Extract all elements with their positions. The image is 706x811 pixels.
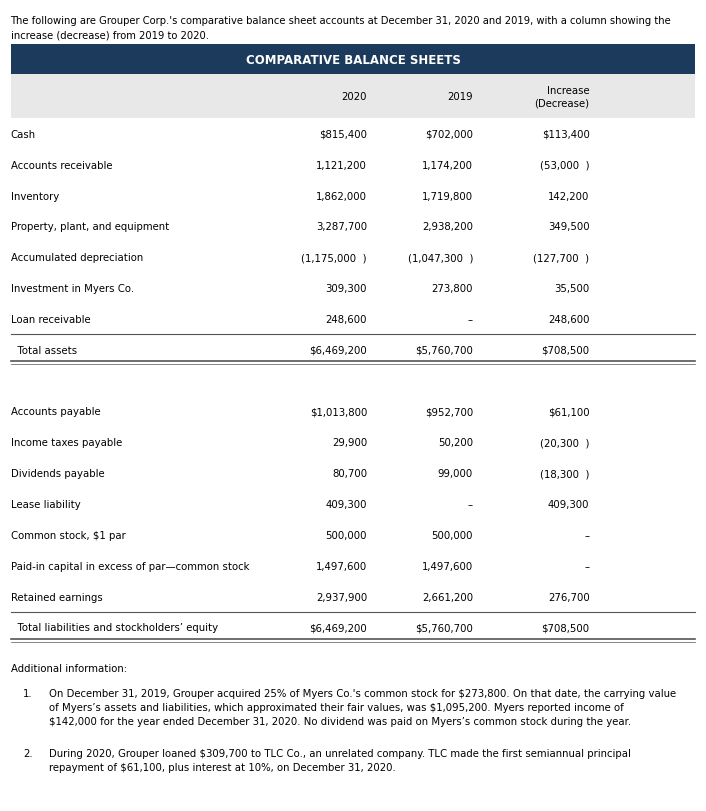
Text: 1,719,800: 1,719,800 <box>422 191 473 201</box>
Text: $5,760,700: $5,760,700 <box>415 623 473 633</box>
Text: 1,862,000: 1,862,000 <box>316 191 367 201</box>
Text: 35,500: 35,500 <box>554 284 590 294</box>
Text: Property, plant, and equipment: Property, plant, and equipment <box>11 222 169 232</box>
Text: Loan receivable: Loan receivable <box>11 315 90 324</box>
Text: 2,938,200: 2,938,200 <box>422 222 473 232</box>
Text: 1.: 1. <box>23 688 33 697</box>
Text: 142,200: 142,200 <box>548 191 590 201</box>
Text: Paid-in capital in excess of par—common stock: Paid-in capital in excess of par—common … <box>11 561 249 571</box>
Text: 276,700: 276,700 <box>548 592 590 602</box>
Text: $113,400: $113,400 <box>542 130 590 139</box>
Text: 500,000: 500,000 <box>325 530 367 540</box>
Text: 1,497,600: 1,497,600 <box>421 561 473 571</box>
Text: COMPARATIVE BALANCE SHEETS: COMPARATIVE BALANCE SHEETS <box>246 54 460 67</box>
Text: Income taxes payable: Income taxes payable <box>11 438 122 448</box>
Text: Inventory: Inventory <box>11 191 59 201</box>
Text: Accounts receivable: Accounts receivable <box>11 161 112 170</box>
Bar <box>11 45 695 75</box>
Text: –: – <box>585 561 590 571</box>
Text: 409,300: 409,300 <box>548 500 590 509</box>
Text: 500,000: 500,000 <box>431 530 473 540</box>
Text: Retained earnings: Retained earnings <box>11 592 102 602</box>
Bar <box>11 75 695 119</box>
Text: (20,300  ): (20,300 ) <box>540 438 590 448</box>
Text: Additional information:: Additional information: <box>11 663 126 673</box>
Text: –: – <box>585 530 590 540</box>
Text: 248,600: 248,600 <box>325 315 367 324</box>
Text: 29,900: 29,900 <box>332 438 367 448</box>
Text: 309,300: 309,300 <box>325 284 367 294</box>
Text: 3,287,700: 3,287,700 <box>316 222 367 232</box>
Text: 2.: 2. <box>23 748 33 757</box>
Text: 248,600: 248,600 <box>548 315 590 324</box>
Text: (53,000  ): (53,000 ) <box>540 161 590 170</box>
Text: Accounts payable: Accounts payable <box>11 407 100 417</box>
Text: Cash: Cash <box>11 130 36 139</box>
Text: 99,000: 99,000 <box>438 469 473 478</box>
Text: 2019: 2019 <box>448 92 473 102</box>
Text: –: – <box>468 500 473 509</box>
Text: $6,469,200: $6,469,200 <box>309 345 367 355</box>
Text: On December 31, 2019, Grouper acquired 25% of Myers Co.'s common stock for $273,: On December 31, 2019, Grouper acquired 2… <box>49 688 676 726</box>
Text: 2,661,200: 2,661,200 <box>422 592 473 602</box>
Text: $952,700: $952,700 <box>425 407 473 417</box>
Text: (18,300  ): (18,300 ) <box>540 469 590 478</box>
Text: Investment in Myers Co.: Investment in Myers Co. <box>11 284 133 294</box>
Text: (127,700  ): (127,700 ) <box>534 253 590 263</box>
Text: 2020: 2020 <box>342 92 367 102</box>
Text: $6,469,200: $6,469,200 <box>309 623 367 633</box>
Text: 80,700: 80,700 <box>332 469 367 478</box>
Text: Accumulated depreciation: Accumulated depreciation <box>11 253 143 263</box>
Text: (1,047,300  ): (1,047,300 ) <box>407 253 473 263</box>
Text: 1,121,200: 1,121,200 <box>316 161 367 170</box>
Text: $1,013,800: $1,013,800 <box>310 407 367 417</box>
Text: During 2020, Grouper loaned $309,700 to TLC Co., an unrelated company. TLC made : During 2020, Grouper loaned $309,700 to … <box>49 748 631 772</box>
Text: Increase
(Decrease): Increase (Decrease) <box>534 86 590 108</box>
Text: Common stock, $1 par: Common stock, $1 par <box>11 530 126 540</box>
Text: 50,200: 50,200 <box>438 438 473 448</box>
Text: Lease liability: Lease liability <box>11 500 80 509</box>
Text: $708,500: $708,500 <box>542 623 590 633</box>
Text: $815,400: $815,400 <box>319 130 367 139</box>
Text: 409,300: 409,300 <box>325 500 367 509</box>
Text: 349,500: 349,500 <box>548 222 590 232</box>
Text: Total liabilities and stockholders’ equity: Total liabilities and stockholders’ equi… <box>11 623 217 633</box>
Text: $5,760,700: $5,760,700 <box>415 345 473 355</box>
Text: 1,497,600: 1,497,600 <box>316 561 367 571</box>
Text: 2,937,900: 2,937,900 <box>316 592 367 602</box>
Text: $708,500: $708,500 <box>542 345 590 355</box>
Text: Dividends payable: Dividends payable <box>11 469 104 478</box>
Text: 1,174,200: 1,174,200 <box>422 161 473 170</box>
Text: –: – <box>468 315 473 324</box>
Text: (1,175,000  ): (1,175,000 ) <box>301 253 367 263</box>
Text: $702,000: $702,000 <box>425 130 473 139</box>
Text: $61,100: $61,100 <box>548 407 590 417</box>
Text: Total assets: Total assets <box>11 345 77 355</box>
Text: 273,800: 273,800 <box>431 284 473 294</box>
Text: The following are Grouper Corp.'s comparative balance sheet accounts at December: The following are Grouper Corp.'s compar… <box>11 16 671 41</box>
